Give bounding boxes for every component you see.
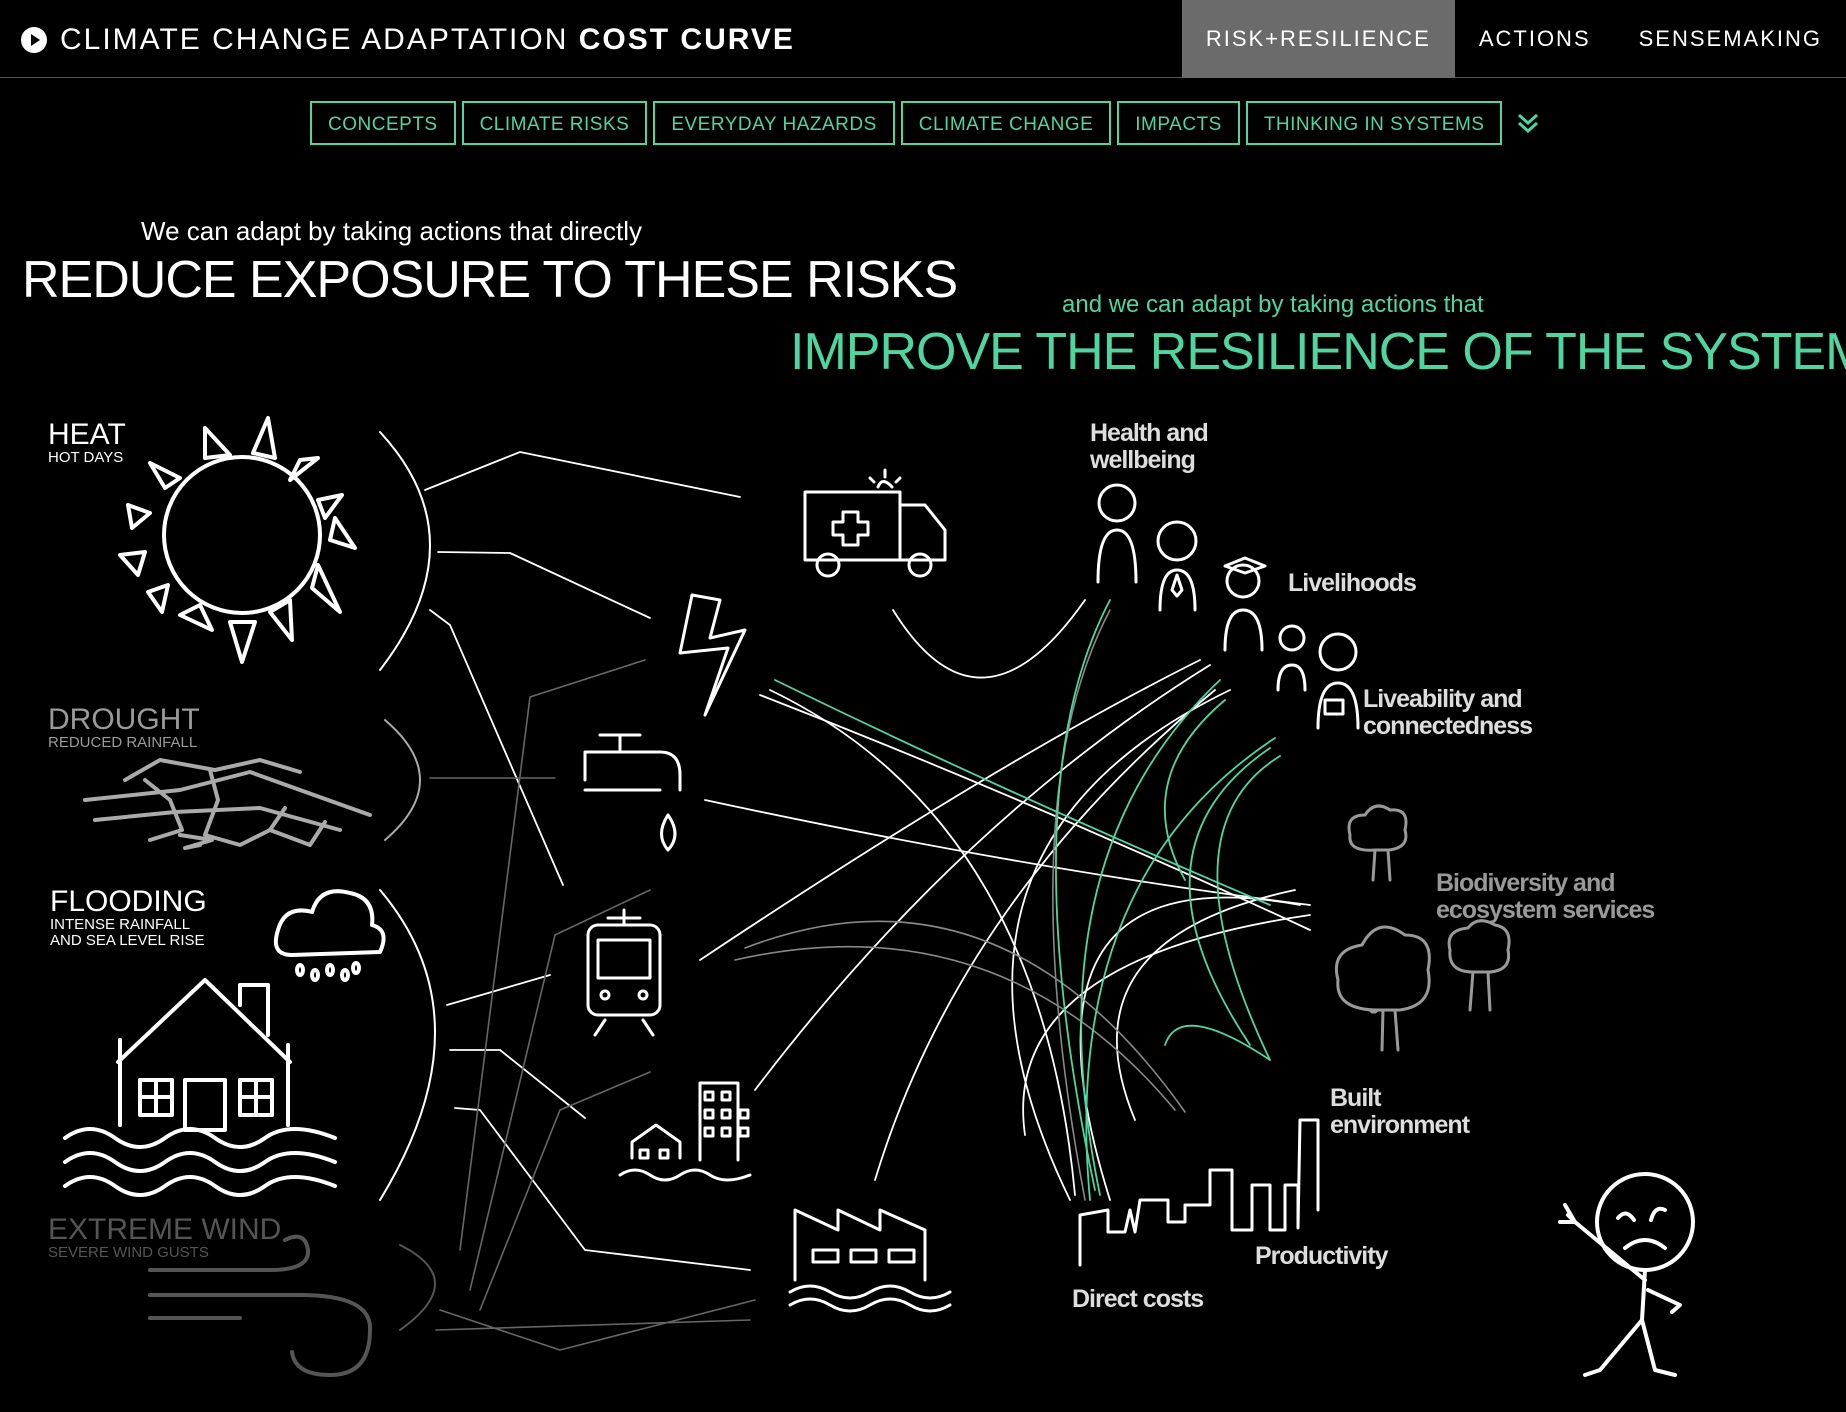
sun-icon xyxy=(118,416,357,664)
outcome-direct-costs: Direct costs xyxy=(1072,1285,1204,1313)
outcome-liveability: Liveability and connectedness xyxy=(1363,685,1533,740)
lightning-icon xyxy=(678,593,747,717)
hazard-flooding: FLOODING INTENSE RAINFALL AND SEA LEVEL … xyxy=(50,885,207,949)
tab-everyday-hazards[interactable]: EVERYDAY HAZARDS xyxy=(653,101,895,145)
title-strong: COST CURVE xyxy=(578,23,795,56)
outcome-productivity: Productivity xyxy=(1255,1242,1388,1270)
flooding-arc xyxy=(379,889,436,1201)
flooded-city-icon xyxy=(618,1081,752,1182)
more-tabs-button[interactable] xyxy=(1508,101,1548,145)
hazard-heat: HEAT HOT DAYS xyxy=(48,418,126,466)
drought-arc xyxy=(384,719,421,841)
outcome-biodiversity: Biodiversity and ecosystem services xyxy=(1436,869,1655,924)
wind-arc xyxy=(399,1244,436,1331)
system-web-grey xyxy=(734,609,1186,1201)
stick-figure-icon xyxy=(1558,1172,1695,1377)
faint-connectors xyxy=(429,659,756,1351)
outcome-built-environment: Built environment xyxy=(1330,1084,1470,1139)
tab-climate-change[interactable]: CLIMATE CHANGE xyxy=(900,101,1112,145)
outcome-livelihoods: Livelihoods xyxy=(1288,569,1417,597)
city-skyline-icon xyxy=(1078,1118,1320,1267)
sub-nav: CONCEPTS CLIMATE RISKS EVERYDAY HAZARDS … xyxy=(310,101,1548,145)
tab-concepts[interactable]: CONCEPTS xyxy=(310,101,456,145)
heading-reduce-exposure: REDUCE EXPOSURE TO THESE RISKS xyxy=(22,251,958,309)
trees-icon xyxy=(1335,804,1511,1052)
rain-cloud-icon xyxy=(273,889,386,982)
outcome-health-wellbeing: Health and wellbeing xyxy=(1090,419,1209,474)
main-nav: RISK+RESILIENCE ACTIONS SENSEMAKING xyxy=(1181,0,1846,78)
people-icon xyxy=(1096,483,1360,730)
wind-icon xyxy=(148,1234,373,1377)
hazard-extreme-wind: EXTREME WIND SEVERE WIND GUSTS xyxy=(48,1213,282,1261)
top-bar: CLIMATE CHANGE ADAPTATION COST CURVE RIS… xyxy=(0,0,1846,78)
ambulance-icon xyxy=(803,468,947,578)
hazard-drought: DROUGHT REDUCED RAINFALL xyxy=(48,703,200,751)
nav-risk-resilience[interactable]: RISK+RESILIENCE xyxy=(1181,0,1455,78)
intro-line-1: We can adapt by taking actions that dire… xyxy=(141,216,643,246)
heat-arc xyxy=(379,431,431,671)
water-tap-icon xyxy=(583,733,682,852)
intro-line-2: and we can adapt by taking actions that xyxy=(1062,291,1484,318)
flooded-house-icon xyxy=(63,978,337,1197)
title-prefix: CLIMATE CHANGE ADAPTATION xyxy=(60,23,569,56)
nav-sensemaking[interactable]: SENSEMAKING xyxy=(1638,26,1822,51)
factory-icon xyxy=(788,1208,952,1313)
tab-thinking-in-systems[interactable]: THINKING IN SYSTEMS xyxy=(1245,101,1503,145)
tab-climate-risks[interactable]: CLIMATE RISKS xyxy=(461,101,648,145)
double-chevron-down-icon[interactable] xyxy=(1515,110,1541,136)
play-circle-icon[interactable] xyxy=(20,26,48,54)
system-web-white xyxy=(699,599,1311,1201)
cracked-earth-icon xyxy=(83,758,372,850)
system-web-green xyxy=(774,599,1281,1201)
app-title[interactable]: CLIMATE CHANGE ADAPTATION COST CURVE xyxy=(20,20,795,60)
nav-actions[interactable]: ACTIONS xyxy=(1478,26,1591,51)
tab-impacts[interactable]: IMPACTS xyxy=(1117,101,1240,145)
heading-improve-resilience: IMPROVE THE RESILIENCE OF THE SYSTEM xyxy=(790,323,1846,381)
tram-icon xyxy=(586,908,662,1037)
